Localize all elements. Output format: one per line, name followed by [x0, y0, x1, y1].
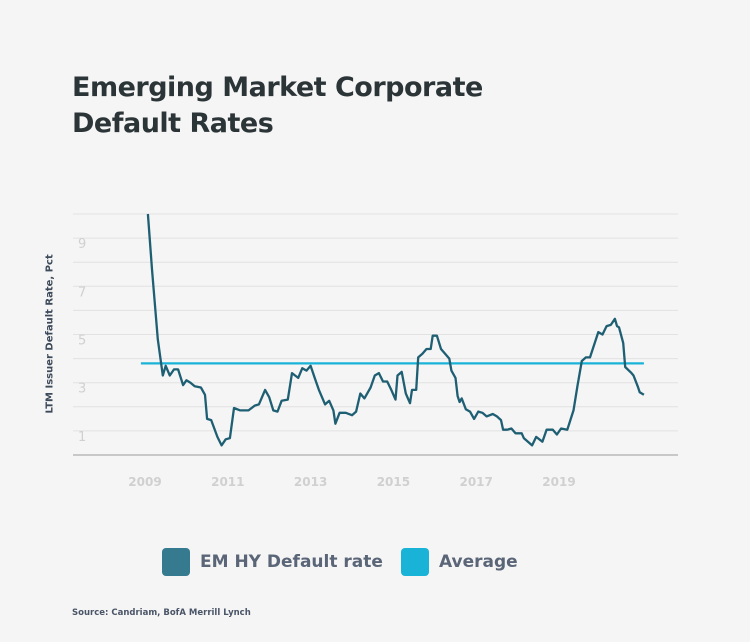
- x-tick-label: 2017: [459, 475, 492, 489]
- source-note: Source: Candriam, BofA Merrill Lynch: [72, 608, 251, 618]
- chart-title: Emerging Market Corporate Default Rates: [72, 70, 483, 142]
- legend-item-average: Average: [401, 548, 518, 576]
- chart-title-line-1: Emerging Market Corporate: [72, 72, 483, 103]
- legend-label-em-hy: EM HY Default rate: [200, 552, 383, 572]
- y-tick-label: 5: [78, 334, 86, 349]
- x-tick-label: 2011: [211, 475, 244, 489]
- legend-label-average: Average: [439, 552, 518, 572]
- legend-swatch-average: [401, 548, 429, 576]
- chart-title-line-2: Default Rates: [72, 108, 274, 139]
- legend-swatch-em-hy: [162, 548, 190, 576]
- x-tick-label: 2013: [294, 475, 327, 489]
- x-tick-label: 2015: [377, 475, 410, 489]
- x-tick-label: 2009: [128, 475, 161, 489]
- x-tick-label: 2019: [542, 475, 575, 489]
- legend-item-em-hy: EM HY Default rate: [162, 548, 383, 576]
- y-tick-label: 1: [78, 430, 86, 445]
- y-tick-label: 3: [78, 382, 86, 397]
- y-tick-label: 9: [78, 237, 86, 252]
- y-tick-label: 7: [78, 285, 86, 300]
- series-line-em-hy-default-rate: [146, 213, 645, 447]
